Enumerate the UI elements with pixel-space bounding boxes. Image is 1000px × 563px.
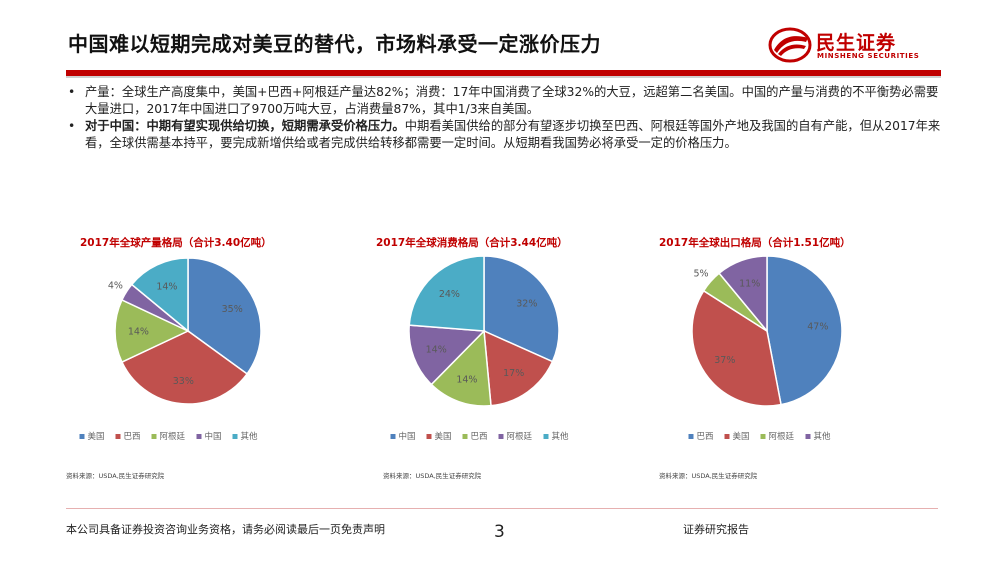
pie-slice xyxy=(483,329,554,407)
pie-chart-consumption: 2017年全球消费格局（合计3.44亿吨） 32% 17% 14% 14% 24% 中国 美国… xyxy=(376,236,570,442)
pie-slice xyxy=(430,329,492,407)
legend-swatch xyxy=(462,434,468,439)
footer-rule xyxy=(66,508,938,509)
minsheng-logo-icon xyxy=(768,27,812,63)
pie-slice xyxy=(408,255,485,332)
footer-disclaimer: 本公司具备证券投资咨询业务资格，请务必阅读最后一页免责声明 xyxy=(66,523,385,536)
legend-label: 阿根廷 xyxy=(160,431,186,442)
legend-swatch xyxy=(390,434,396,439)
pie-slice xyxy=(483,255,560,363)
source-note: 资料来源：USDA,民生证券研究院 xyxy=(66,472,165,480)
source-note: 资料来源：USDA,民生证券研究院 xyxy=(659,472,758,480)
pie-slice xyxy=(114,298,190,364)
slice-value-label: 32% xyxy=(516,299,537,310)
legend-label: 美国 xyxy=(88,431,105,442)
bullet-list: 产量：全球生产高度集中，美国+巴西+阿根廷产量达82%；消费：17年中国消费了全… xyxy=(66,84,946,152)
logo-text-cn: 民生证券 xyxy=(816,32,897,54)
legend-swatch xyxy=(151,434,157,439)
slice-value-label: 17% xyxy=(503,368,524,379)
legend-swatch xyxy=(543,434,549,439)
pie-chart-export: 2017年全球出口格局（合计1.51亿吨） 47% 37% 5% 11% 巴西 美国 阿根廷 其… xyxy=(659,236,851,442)
slice-value-label: 5% xyxy=(693,268,708,279)
slice-value-label: 37% xyxy=(714,355,735,366)
slice-value-label: 33% xyxy=(173,376,194,387)
legend-swatch xyxy=(426,434,432,439)
slice-value-label: 11% xyxy=(739,279,760,290)
bullet-text: 中期看美国供给的部分有望逐步切换至巴西、阿根廷等国外产地及我国的自有产能，但从2… xyxy=(85,119,941,150)
slice-value-label: 14% xyxy=(426,344,447,355)
legend-label: 阿根廷 xyxy=(507,431,533,442)
page-number: 3 xyxy=(494,522,505,542)
legend-label: 中国 xyxy=(399,431,416,442)
legend-swatch xyxy=(760,434,766,439)
logo-text-en: MINSHENG SECURITIES xyxy=(817,52,920,60)
pie-chart-production: 2017年全球产量格局（合计3.40亿吨） 35% 33% 14% 4% 14% 美国 巴西 阿… xyxy=(79,236,272,442)
legend-swatch xyxy=(115,434,121,439)
slice-value-label: 24% xyxy=(439,289,460,300)
legend-label: 巴西 xyxy=(124,432,141,442)
legend-swatch xyxy=(232,434,238,439)
slice-value-label: 14% xyxy=(128,327,149,338)
slice-value-label: 35% xyxy=(222,304,243,315)
legend-label: 美国 xyxy=(435,431,452,442)
chart-title: 2017年全球出口格局（合计1.51亿吨） xyxy=(659,236,851,249)
legend-label: 美国 xyxy=(733,431,750,442)
header-rule-gray xyxy=(66,76,941,78)
bullet-item: 产量：全球生产高度集中，美国+巴西+阿根廷产量达82%；消费：17年中国消费了全… xyxy=(66,84,946,118)
legend-swatch xyxy=(688,434,694,439)
bullet-bold-text: 对于中国：中期有望实现供给切换，短期需承受价格压力。 xyxy=(85,119,405,133)
legend-swatch xyxy=(805,434,811,439)
legend-label: 其他 xyxy=(241,431,259,442)
legend-swatch xyxy=(724,434,730,439)
brand-logo: 民生证券 MINSHENG SECURITIES xyxy=(768,26,943,64)
legend-label: 中国 xyxy=(205,431,222,442)
slice-value-label: 4% xyxy=(108,280,123,291)
legend-label: 阿根廷 xyxy=(769,431,795,442)
legend-label: 巴西 xyxy=(697,432,714,442)
pie-slice xyxy=(718,255,768,334)
pie-slice xyxy=(691,289,782,407)
legend-label: 其他 xyxy=(814,431,832,442)
pie-slice xyxy=(120,330,249,405)
page-title: 中国难以短期完成对美豆的替代，市场料承受一定涨价压力 xyxy=(68,32,601,56)
legend-swatch xyxy=(196,434,202,439)
source-note: 资料来源：USDA,民生证券研究院 xyxy=(383,472,482,480)
slice-value-label: 14% xyxy=(156,282,177,293)
chart-title: 2017年全球产量格局（合计3.40亿吨） xyxy=(80,236,272,249)
header-rule-red xyxy=(66,70,941,76)
slice-value-label: 47% xyxy=(807,322,828,333)
legend-swatch xyxy=(79,434,85,439)
slice-value-label: 14% xyxy=(456,375,477,386)
bullet-item: 对于中国：中期有望实现供给切换，短期需承受价格压力。中期看美国供给的部分有望逐步… xyxy=(66,118,946,152)
pie-slice xyxy=(130,257,189,333)
legend-label: 巴西 xyxy=(471,432,488,442)
pie-slice xyxy=(766,255,843,406)
legend-swatch xyxy=(498,434,504,439)
legend-label: 其他 xyxy=(552,431,570,442)
pie-slice xyxy=(187,257,262,375)
bullet-text: 产量：全球生产高度集中，美国+巴西+阿根廷产量达82%；消费：17年中国消费了全… xyxy=(85,85,939,116)
footer-report-type: 证券研究报告 xyxy=(683,523,749,536)
chart-title: 2017年全球消费格局（合计3.44亿吨） xyxy=(376,236,568,249)
pie-slice xyxy=(408,324,486,386)
